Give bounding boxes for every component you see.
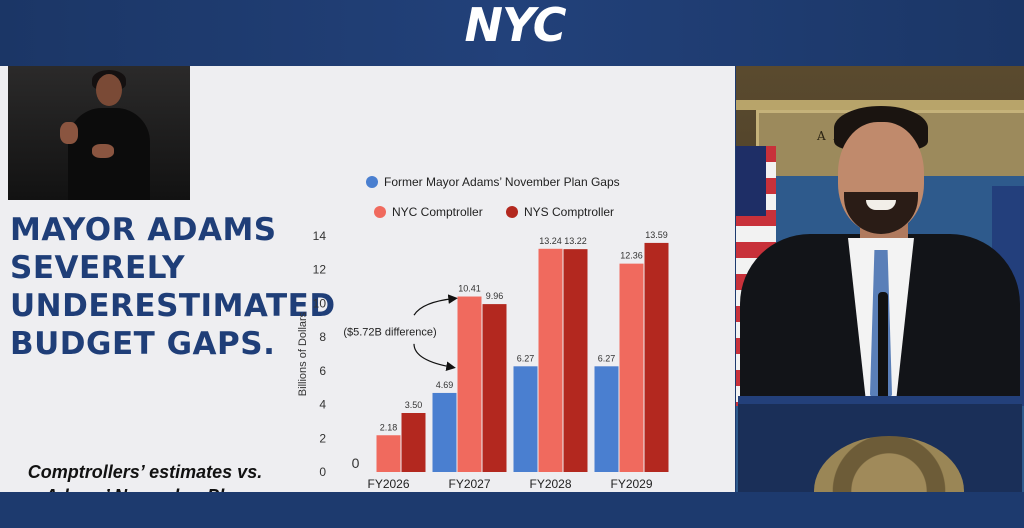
x-category-label: FY2027 [448, 477, 490, 491]
bar-value-label: 6.27 [517, 353, 535, 363]
bar-value-label: 13.59 [645, 230, 668, 240]
y-tick-label: 2 [319, 431, 326, 445]
sign-language-interpreter-video [8, 66, 190, 200]
slide-headline: MAYOR ADAMS SEVERELY UNDERESTIMATED BUDG… [10, 211, 336, 363]
bar [594, 366, 619, 472]
annotation-arrow [413, 294, 458, 316]
flag-canton [736, 146, 766, 216]
interpreter-head [96, 74, 122, 106]
x-category-label: FY2026 [367, 477, 409, 491]
legend-label: NYC Comptroller [392, 205, 483, 219]
headline-line: MAYOR ADAMS [10, 212, 277, 248]
y-tick-label: 14 [313, 229, 327, 243]
microphone [878, 292, 888, 402]
bar [432, 392, 457, 472]
budget-gap-bar-chart: Former Mayor Adams’ November Plan Gaps NY… [297, 175, 669, 491]
headline-line: SEVERELY [10, 250, 186, 286]
bar [482, 304, 507, 472]
interpreter-hand [92, 144, 114, 158]
bar-value-label: 3.50 [405, 400, 423, 410]
bar-value-label: 2.18 [380, 422, 398, 432]
y-tick-label: 8 [319, 330, 326, 344]
chart-bars: 0 2.18 3.50 4.69 10.41 9.96 6.27 13.24 13.22 6.27… [352, 230, 669, 472]
bar-value-label: 4.69 [436, 380, 454, 390]
bar-value-label: 13.22 [564, 236, 587, 246]
bar-value-label: 10.41 [458, 284, 481, 294]
subhead-line: Comptrollers’ estimates vs. [27, 462, 263, 482]
speaker-smile [866, 200, 896, 210]
y-tick-label: 12 [313, 263, 327, 277]
chart-legend: Former Mayor Adams’ November Plan Gaps NY… [366, 175, 620, 219]
bottom-banner [0, 492, 1024, 528]
bar [563, 249, 588, 472]
bar [401, 413, 426, 472]
speaker-video-feed: A A MILTON [736, 66, 1024, 492]
y-tick-label: 10 [313, 296, 327, 310]
bar-value-label: 12.36 [620, 251, 643, 261]
bar-value-label: 6.27 [598, 353, 616, 363]
bar [538, 248, 563, 472]
bar-value-label: 0 [352, 455, 360, 471]
bar [376, 435, 401, 472]
headline-line: UNDERESTIMATED [10, 288, 336, 324]
wall-molding [736, 100, 1024, 110]
y-tick-label: 0 [319, 465, 326, 479]
y-tick-label: 6 [319, 364, 326, 378]
bar [513, 366, 538, 472]
legend-label: Former Mayor Adams’ November Plan Gaps [384, 175, 620, 189]
x-category-label: FY2028 [529, 477, 571, 491]
bar-value-label: 13.24 [539, 236, 562, 246]
headline-line: BUDGET GAPS. [10, 326, 276, 362]
nyc-logo: NYC [464, 0, 567, 52]
legend-marker [506, 206, 518, 218]
chart-axes: 0 2 4 6 8 10 12 14 Billions of Dollars FY2026 FY20… [297, 229, 653, 491]
bar [644, 242, 669, 472]
annotation-text: ($5.72B difference) [343, 326, 436, 338]
presentation-slide: MAYOR ADAMS SEVERELY UNDERESTIMATED BUDG… [0, 66, 735, 506]
bar [619, 263, 644, 472]
x-category-label: FY2029 [610, 477, 652, 491]
chart-annotation: ($5.72B difference) [343, 294, 458, 372]
annotation-arrow [413, 343, 456, 372]
legend-marker [366, 176, 378, 188]
interpreter-hand [60, 122, 78, 144]
legend-marker [374, 206, 386, 218]
y-tick-label: 4 [319, 398, 326, 412]
top-banner: NYC [0, 0, 1024, 66]
y-axis-label: Billions of Dollars [297, 311, 309, 396]
legend-label: NYS Comptroller [524, 205, 614, 219]
bar [457, 296, 482, 472]
bar-value-label: 9.96 [486, 291, 504, 301]
